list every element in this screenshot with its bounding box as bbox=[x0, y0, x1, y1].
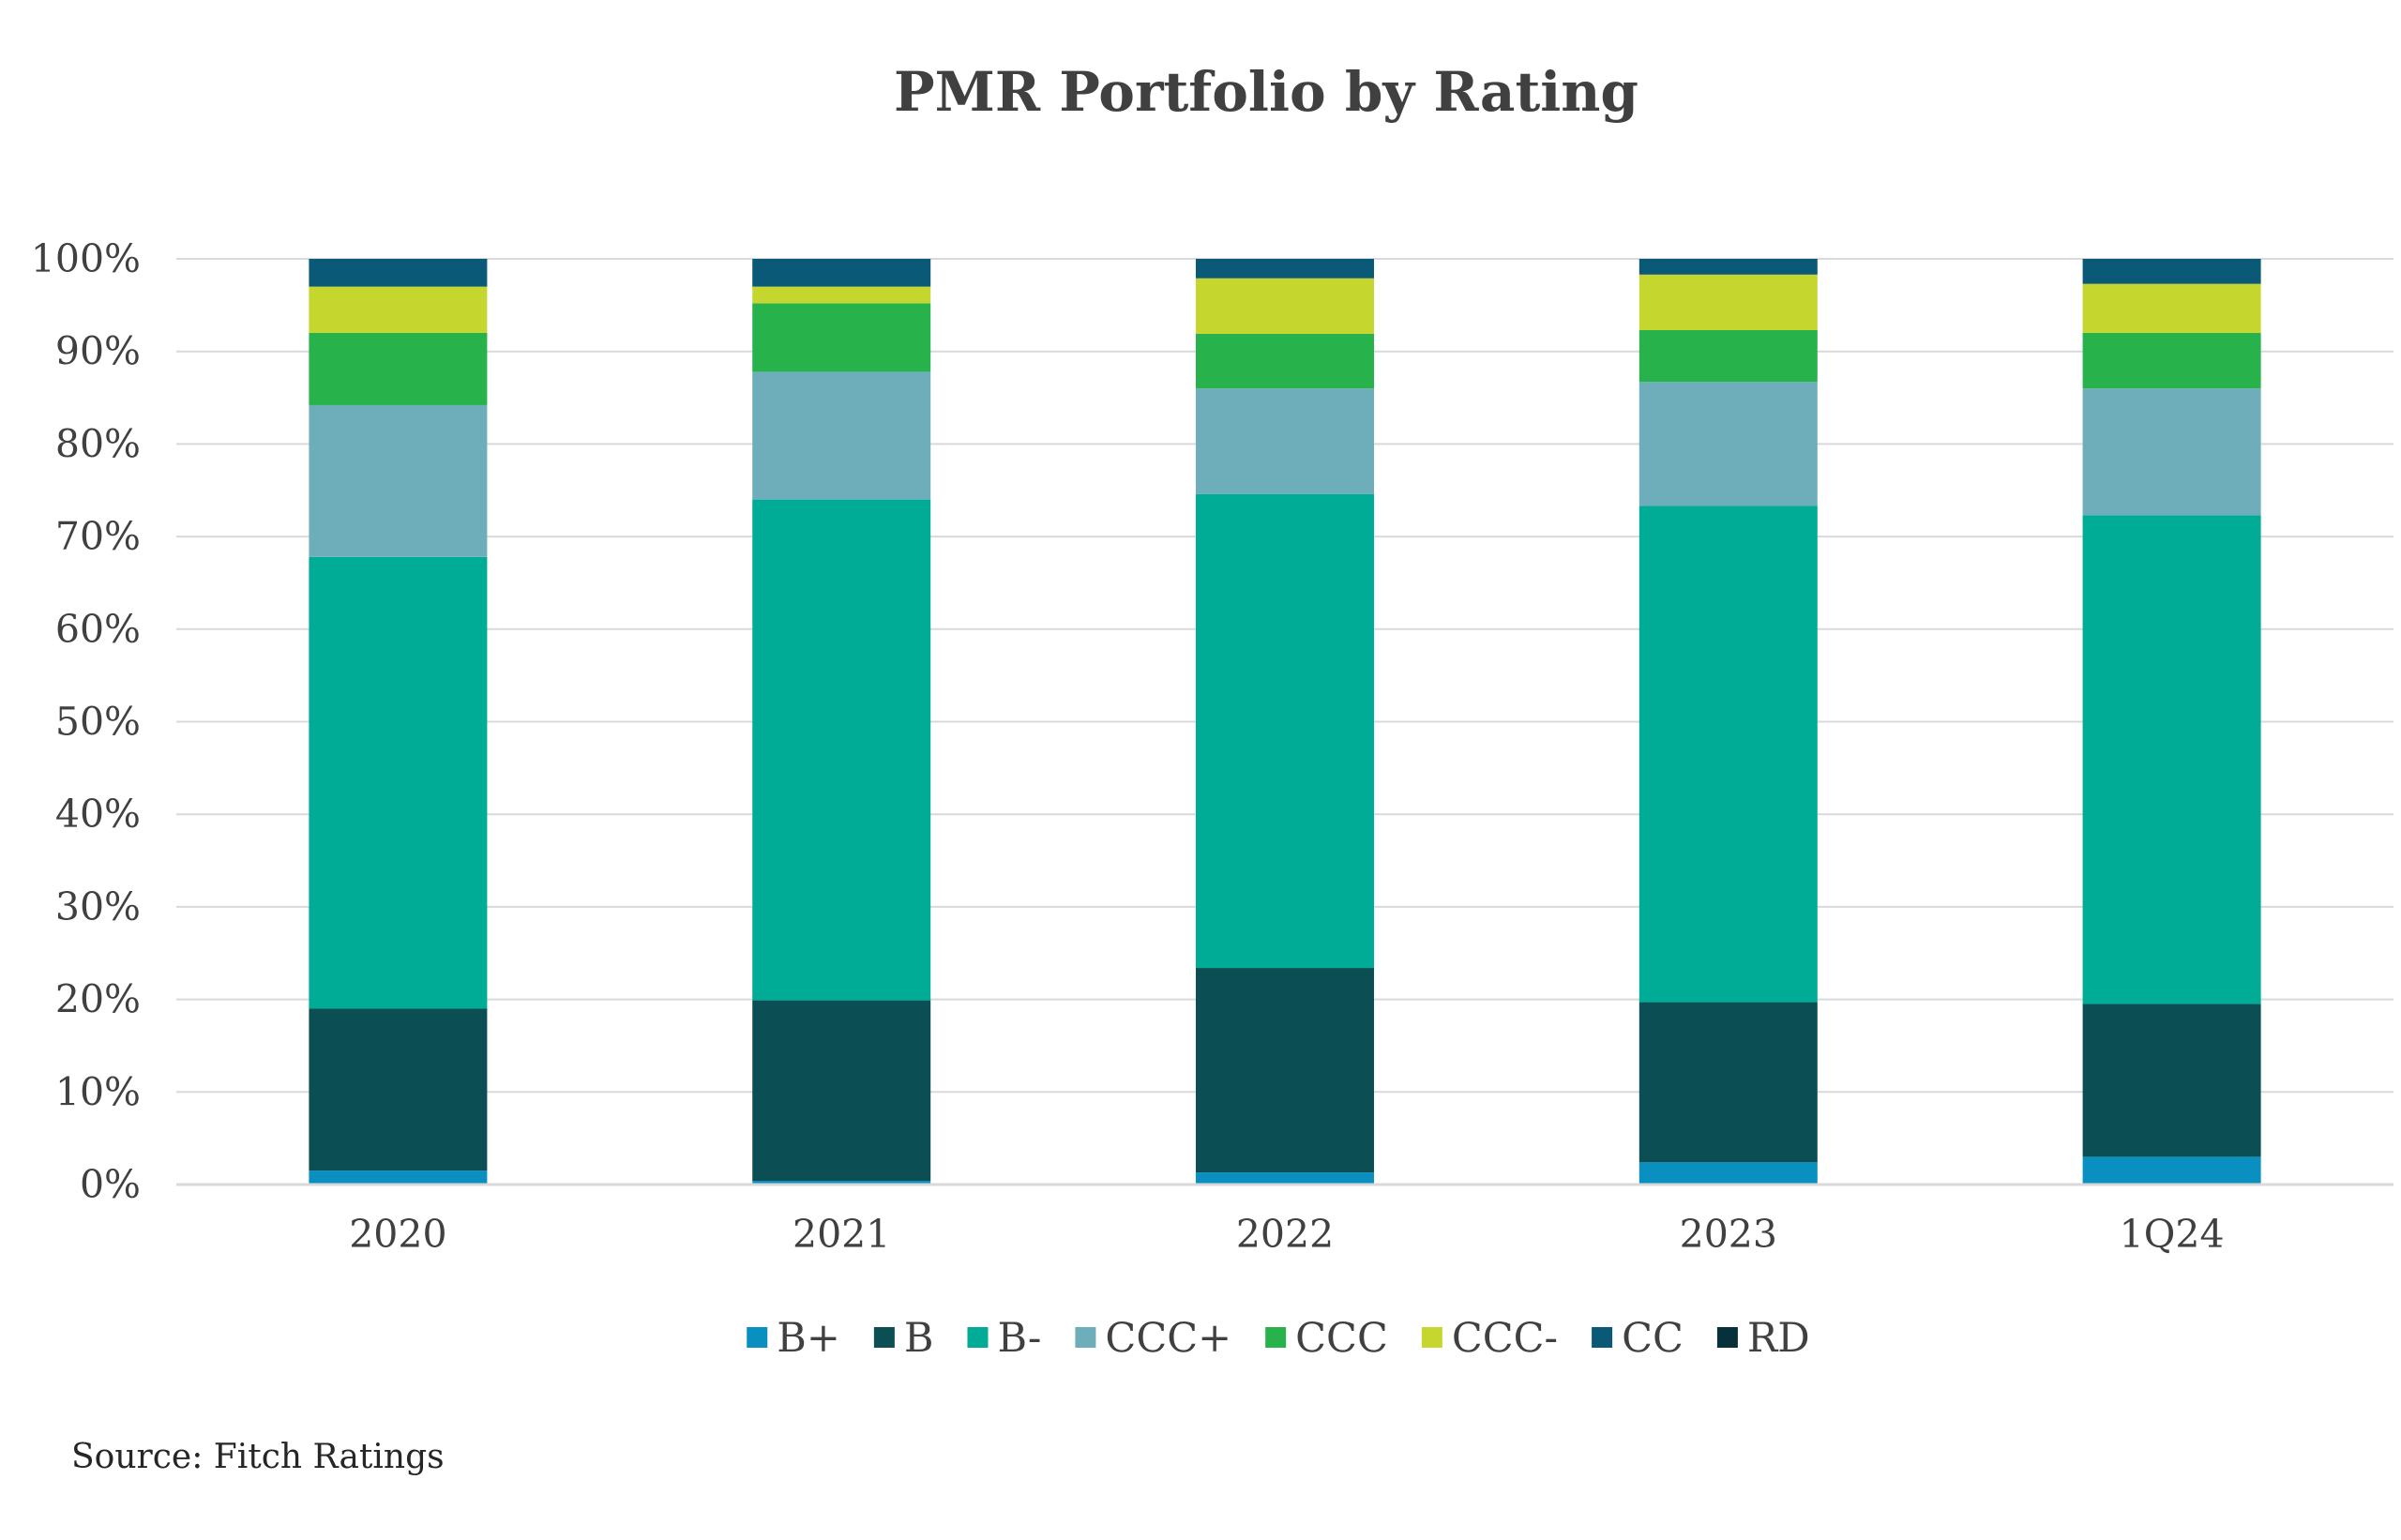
source-note: Source: Fitch Ratings bbox=[71, 1438, 445, 1476]
legend-swatch bbox=[1421, 1327, 1442, 1348]
bar-segment-b-plus bbox=[1638, 1162, 1818, 1185]
bar-segment-ccc bbox=[309, 332, 488, 405]
y-tick-label: 90% bbox=[55, 329, 141, 374]
legend-item-ccc-minus: CCC- bbox=[1421, 1315, 1558, 1362]
bar-segment-ccc-plus bbox=[1196, 388, 1374, 494]
legend-label: RD bbox=[1747, 1315, 1810, 1362]
bar-segment-b bbox=[1196, 968, 1374, 1173]
bar-segment-cc bbox=[1196, 259, 1374, 279]
legend-item-ccc-plus: CCC+ bbox=[1075, 1315, 1231, 1362]
x-tick-label: 2022 bbox=[1236, 1212, 1334, 1257]
bar-segment-ccc-plus bbox=[752, 371, 931, 500]
bar-segment-ccc bbox=[1638, 329, 1818, 383]
bar-stack-2021 bbox=[752, 259, 931, 1185]
bar-segment-cc bbox=[2082, 259, 2261, 284]
y-tick-label: 60% bbox=[55, 607, 141, 652]
legend-swatch bbox=[1592, 1327, 1613, 1348]
bar-segment-ccc-minus bbox=[2082, 283, 2261, 333]
bar-stack-2023 bbox=[1638, 259, 1818, 1185]
y-tick-label: 40% bbox=[55, 792, 141, 837]
bar-segment-ccc bbox=[1196, 333, 1374, 389]
legend-item-b: B bbox=[873, 1315, 934, 1362]
bar-segment-b-minus bbox=[752, 499, 931, 1001]
legend-label: B bbox=[904, 1315, 934, 1362]
bar-segment-ccc-minus bbox=[752, 286, 931, 304]
x-tick-label: 2023 bbox=[1680, 1212, 1777, 1257]
bar-segment-cc bbox=[309, 259, 488, 287]
chart-title: PMR Portfolio by Rating bbox=[894, 60, 1638, 124]
legend-swatch bbox=[873, 1327, 895, 1348]
bar-segment-b-plus bbox=[1196, 1172, 1374, 1185]
legend-item-cc: CC bbox=[1592, 1315, 1684, 1362]
bar-segment-b-minus bbox=[1638, 506, 1818, 1003]
bar-stack-2020 bbox=[309, 259, 488, 1185]
bar-segment-ccc-plus bbox=[309, 404, 488, 557]
x-tick-label: 1Q24 bbox=[2120, 1212, 2225, 1257]
legend-swatch bbox=[1075, 1327, 1096, 1348]
y-tick-label: 50% bbox=[55, 700, 141, 745]
bar-segment-ccc bbox=[752, 303, 931, 372]
y-tick-label: 70% bbox=[55, 514, 141, 559]
bar-segment-b bbox=[2082, 1004, 2261, 1157]
x-tick-label: 2021 bbox=[793, 1212, 890, 1257]
y-tick-label: 10% bbox=[55, 1069, 141, 1114]
legend-swatch bbox=[967, 1327, 989, 1348]
bar-segment-b bbox=[1638, 1002, 1818, 1163]
bar-segment-ccc-minus bbox=[309, 286, 488, 333]
bar-segment-b-minus bbox=[2082, 515, 2261, 1004]
legend-label: B+ bbox=[777, 1315, 840, 1362]
y-tick-label: 20% bbox=[55, 977, 141, 1022]
bar-segment-ccc-plus bbox=[2082, 388, 2261, 516]
y-tick-label: 30% bbox=[55, 884, 141, 929]
x-tick-label: 2020 bbox=[349, 1212, 446, 1257]
y-tick-label: 100% bbox=[31, 236, 141, 281]
y-tick-label: 80% bbox=[55, 421, 141, 466]
bar-segment-ccc-minus bbox=[1638, 274, 1818, 330]
legend-label: CCC bbox=[1295, 1315, 1388, 1362]
legend-item-b-plus: B+ bbox=[747, 1315, 840, 1362]
legend-swatch bbox=[747, 1327, 768, 1348]
legend-label: CC bbox=[1622, 1315, 1684, 1362]
bar-segment-ccc-minus bbox=[1196, 278, 1374, 334]
bar-segment-b bbox=[752, 1000, 931, 1182]
y-tick-label: 0% bbox=[80, 1162, 141, 1207]
bar-segment-ccc bbox=[2082, 332, 2261, 389]
legend-label: B- bbox=[997, 1315, 1041, 1362]
bar-segment-cc bbox=[1638, 259, 1818, 275]
bars bbox=[309, 259, 2261, 1185]
bar-stack-2022 bbox=[1196, 259, 1374, 1185]
bar-segment-b-plus bbox=[2082, 1156, 2261, 1185]
bar-segment-b-plus bbox=[752, 1181, 931, 1185]
legend-swatch bbox=[1265, 1327, 1287, 1348]
legend-label: CCC+ bbox=[1105, 1315, 1231, 1362]
bar-stack-1q24 bbox=[2082, 259, 2261, 1185]
legend: B+ B B- CCC+ CCC CCC- CC RD bbox=[747, 1315, 1810, 1362]
bar-segment-cc bbox=[752, 259, 931, 287]
legend-label: CCC- bbox=[1452, 1315, 1558, 1362]
legend-item-rd: RD bbox=[1716, 1315, 1810, 1362]
legend-item-b-minus: B- bbox=[967, 1315, 1041, 1362]
y-axis-tick-labels: 0% 10% 20% 30% 40% 50% 60% 70% 80% 90% 100% bbox=[31, 236, 141, 1207]
x-axis-tick-labels: 2020 2021 2022 2023 1Q24 bbox=[349, 1212, 2224, 1257]
bar-segment-b-minus bbox=[1196, 493, 1374, 969]
bar-segment-b bbox=[309, 1008, 488, 1171]
bar-segment-b-minus bbox=[309, 556, 488, 1009]
legend-swatch bbox=[1716, 1327, 1738, 1348]
bar-segment-ccc-plus bbox=[1638, 382, 1818, 506]
legend-item-ccc: CCC bbox=[1265, 1315, 1388, 1362]
bar-segment-b-plus bbox=[309, 1170, 488, 1185]
